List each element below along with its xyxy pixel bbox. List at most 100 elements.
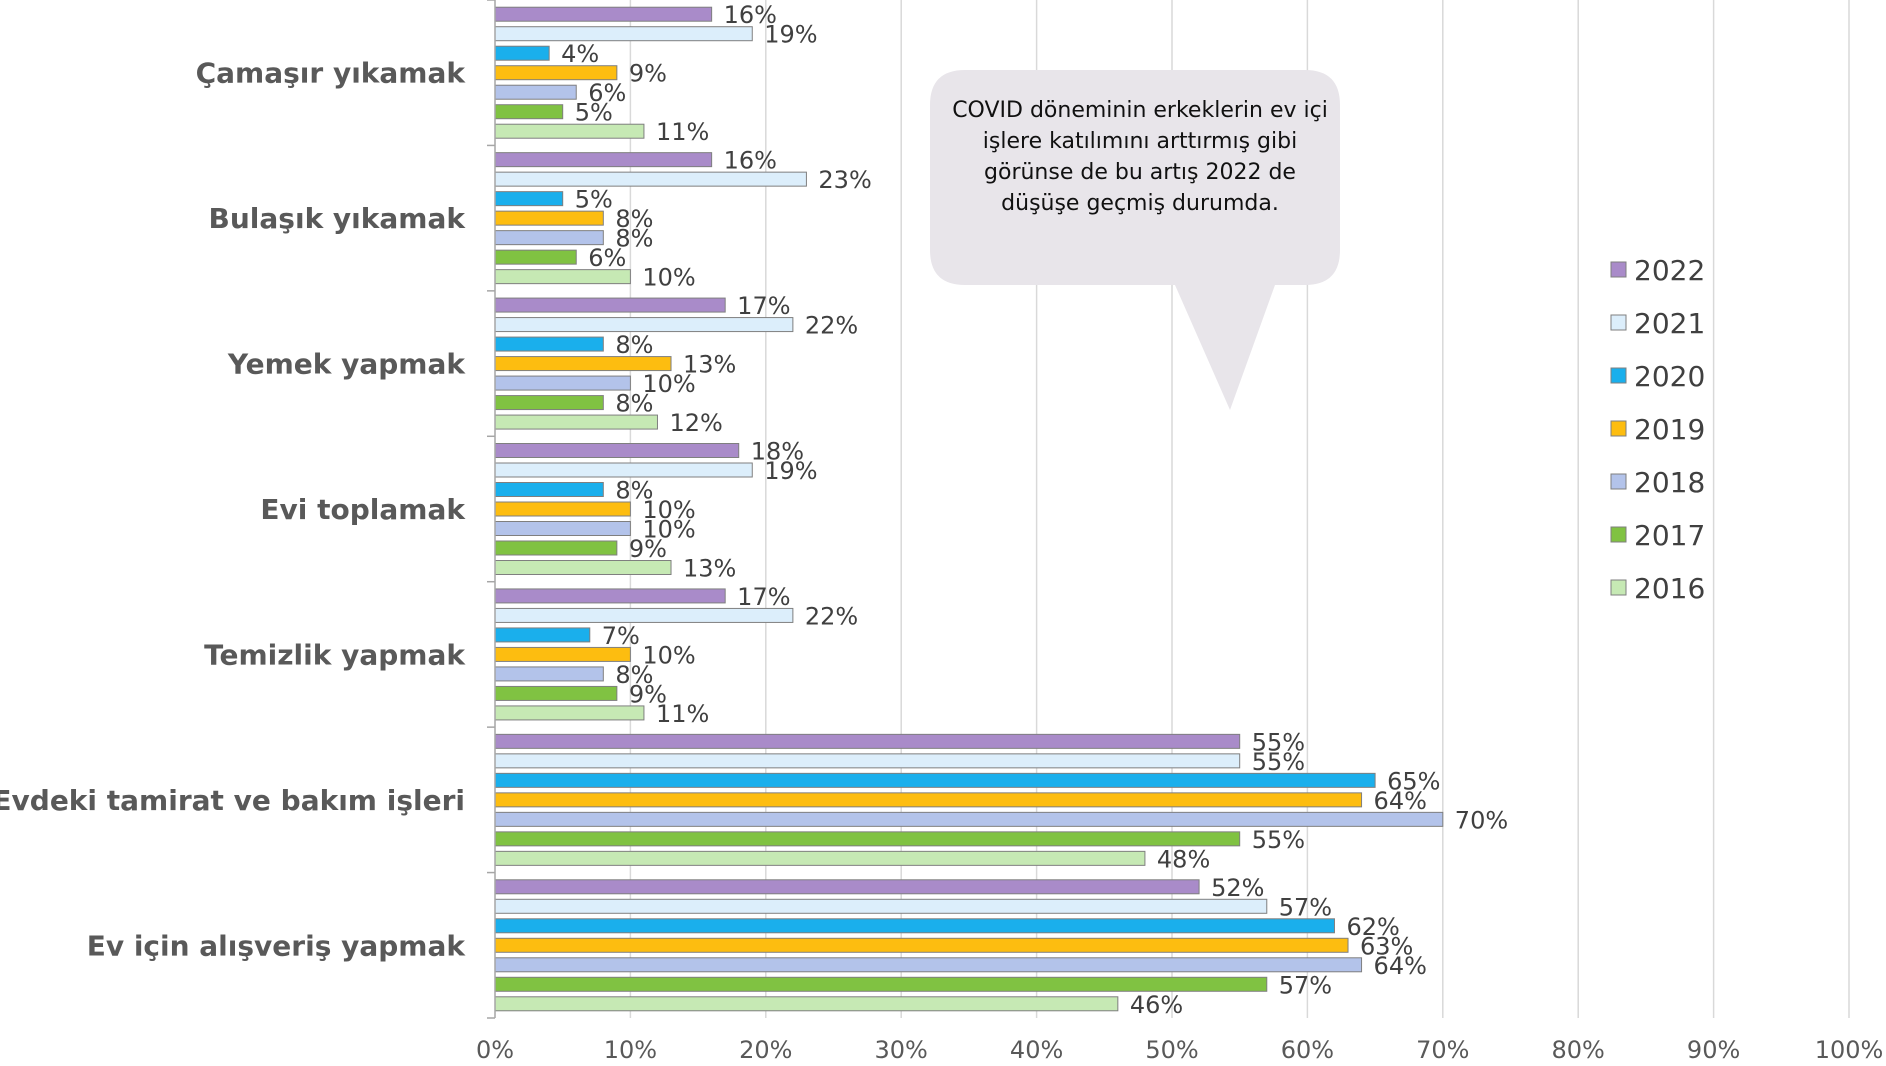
data-label: 23% (818, 166, 871, 194)
legend-label: 2016 (1634, 572, 1705, 605)
data-label: 55% (1252, 728, 1305, 756)
x-tick-label: 20% (739, 1036, 792, 1064)
data-label: 11% (656, 118, 709, 146)
data-label: 12% (669, 409, 722, 437)
data-label: 8% (615, 205, 653, 233)
data-label: 8% (615, 661, 653, 689)
bar (494, 501, 631, 517)
legend-swatch (1610, 526, 1627, 543)
bar (494, 685, 618, 701)
x-tick-label: 100% (1815, 1036, 1884, 1064)
data-label: 18% (751, 438, 804, 466)
x-tick-label: 80% (1552, 1036, 1605, 1064)
bar (494, 937, 1349, 953)
x-tick-label: 60% (1281, 1036, 1334, 1064)
legend-swatch (1610, 367, 1627, 384)
data-label: 70% (1455, 806, 1508, 834)
data-label: 16% (724, 1, 777, 29)
legend-swatch (1610, 579, 1627, 596)
annotation-callout (930, 70, 1340, 410)
legend: 2022 2021 2020 2019 2018 2017 2016 (1610, 254, 1705, 605)
bar (494, 879, 1200, 895)
bar (494, 395, 604, 411)
data-label: 19% (764, 21, 817, 49)
data-labels: 16%19%4%9%6%5%11%16%23%5%8%8%6%10%17%22%… (561, 1, 1508, 1019)
data-label: 17% (737, 292, 790, 320)
data-label: 10% (642, 264, 695, 292)
data-label: 57% (1279, 893, 1332, 921)
bar (494, 84, 577, 100)
bar (494, 831, 1241, 847)
data-label: 8% (615, 331, 653, 359)
x-tick-label: 30% (875, 1036, 928, 1064)
data-label: 22% (805, 312, 858, 340)
category-label: Bulaşık yıkamak (209, 202, 467, 235)
bar (494, 6, 713, 22)
data-label: 16% (724, 147, 777, 175)
legend-swatch (1610, 473, 1627, 490)
bar (494, 627, 591, 643)
bar (494, 336, 604, 352)
x-tick-label: 70% (1416, 1036, 1469, 1064)
bar (494, 45, 550, 61)
bar (494, 705, 645, 721)
bar (494, 249, 577, 265)
bar (494, 482, 604, 497)
data-label: 17% (737, 583, 790, 611)
data-label: 8% (615, 225, 653, 253)
bar (494, 123, 645, 139)
data-label: 13% (683, 555, 736, 583)
data-label: 5% (575, 99, 613, 127)
data-label: 9% (629, 535, 667, 563)
legend-swatch (1610, 420, 1627, 437)
legend-swatch (1610, 261, 1627, 278)
bar (494, 772, 1376, 788)
data-label: 10% (642, 496, 695, 524)
bar (494, 26, 753, 42)
x-tick-label: 10% (604, 1036, 657, 1064)
bar (494, 104, 564, 120)
bar (494, 443, 740, 458)
data-label: 19% (764, 457, 817, 485)
data-label: 7% (602, 622, 640, 650)
data-label: 48% (1157, 845, 1210, 873)
bar (494, 375, 631, 391)
category-label: Evi toplamak (260, 493, 466, 526)
bar (494, 297, 726, 313)
legend-label: 2018 (1634, 466, 1705, 499)
data-label: 9% (629, 60, 667, 88)
callout-bubble (930, 70, 1340, 410)
legend-label: 2022 (1634, 254, 1705, 287)
data-label: 10% (642, 641, 695, 669)
bar (494, 733, 1241, 749)
data-label: 63% (1360, 932, 1413, 960)
data-label: 10% (642, 516, 695, 544)
data-label: 57% (1279, 971, 1332, 999)
data-label: 6% (588, 79, 626, 107)
data-label: 13% (683, 351, 736, 379)
data-label: 52% (1211, 874, 1264, 902)
data-label: 11% (656, 700, 709, 728)
bar (494, 521, 631, 536)
bar (494, 957, 1363, 973)
bar (494, 666, 604, 682)
data-label: 8% (615, 390, 653, 418)
data-label: 10% (642, 370, 695, 398)
bar (494, 792, 1363, 808)
x-tick-label: 90% (1687, 1036, 1740, 1064)
data-label: 5% (575, 186, 613, 214)
data-label: 65% (1387, 767, 1440, 795)
legend-label: 2021 (1634, 307, 1705, 340)
annotation-text: COVID döneminin erkeklerin ev içi işlere… (952, 98, 1328, 216)
legend-swatch (1610, 314, 1627, 331)
data-label: 64% (1374, 952, 1427, 980)
bar (494, 976, 1268, 992)
bar (494, 191, 564, 207)
category-label: Yemek yapmak (227, 348, 466, 381)
bar (494, 462, 753, 478)
bar (494, 753, 1241, 769)
bar (494, 540, 618, 556)
legend-label: 2019 (1634, 413, 1705, 446)
